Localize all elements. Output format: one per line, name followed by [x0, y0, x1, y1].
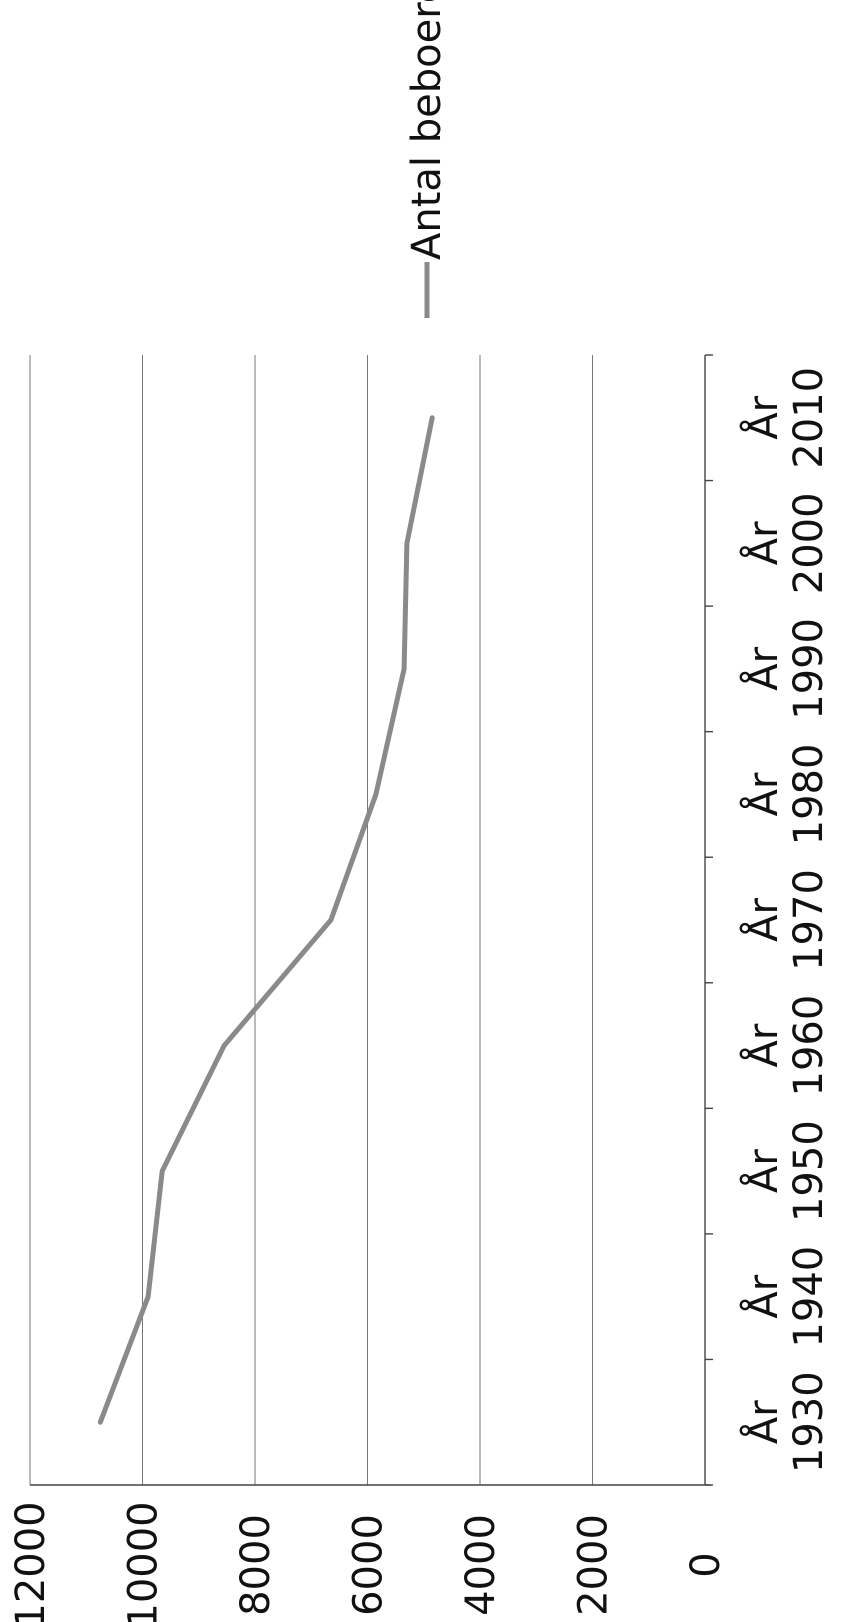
- legend-label: Antal beboere: [404, 0, 450, 260]
- category-tick-label: 1990: [786, 618, 832, 720]
- category-tick-label: År: [739, 1149, 787, 1193]
- category-tick-label: 2010: [786, 367, 832, 469]
- category-tick-label: 2000: [786, 492, 832, 594]
- category-tick-label: År: [739, 395, 787, 439]
- value-tick-label: 6000: [346, 1514, 392, 1616]
- category-tick-label: År: [739, 1023, 787, 1067]
- category-ticks: [705, 354, 713, 1486]
- value-tick-label: 2000: [571, 1514, 617, 1616]
- category-tick-label: År: [739, 898, 787, 942]
- category-tick-label: År: [739, 772, 787, 816]
- category-tick-label: År: [739, 1274, 787, 1318]
- category-tick-label: År: [739, 521, 787, 565]
- legend: Antal beboere: [404, 0, 450, 318]
- value-tick-label: 0: [683, 1552, 729, 1577]
- category-tick-label: 1980: [786, 744, 832, 846]
- category-tick-label: 1930: [786, 1371, 832, 1473]
- category-tick-label: 1940: [786, 1246, 832, 1348]
- value-tick-label: 8000: [233, 1514, 279, 1616]
- category-tick-label: 1950: [786, 1120, 832, 1222]
- category-tick-label: 1960: [786, 995, 832, 1097]
- value-tick-labels: 0 2000 4000 6000 8000 10000 12000: [8, 1501, 729, 1622]
- grid-lines: [29, 355, 593, 1485]
- category-tick-label: 1970: [786, 869, 832, 971]
- value-tick-label: 12000: [8, 1501, 54, 1622]
- value-tick-label: 4000: [458, 1514, 504, 1616]
- series-line-antal-beboere: [97, 415, 435, 1425]
- value-tick-label: 10000: [121, 1501, 167, 1622]
- category-tick-label: År: [739, 646, 787, 690]
- category-tick-label: År: [739, 1400, 787, 1444]
